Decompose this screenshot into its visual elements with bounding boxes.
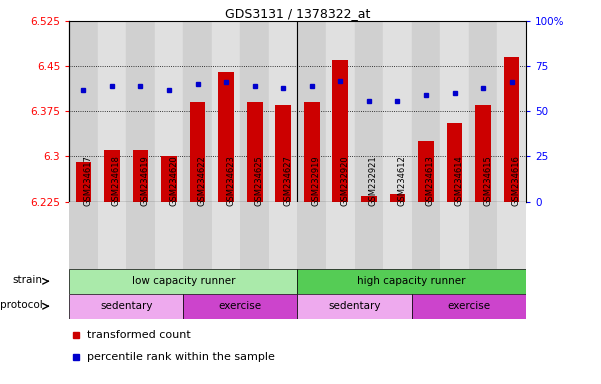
Text: GSM232919: GSM232919: [312, 156, 321, 206]
Bar: [297, 294, 412, 319]
Bar: [355, 202, 383, 269]
Bar: [469, 202, 498, 269]
Text: sedentary: sedentary: [100, 301, 153, 311]
Bar: [155, 21, 183, 202]
Text: GSM234617: GSM234617: [84, 156, 93, 206]
Bar: [361, 195, 377, 202]
Text: GSM234625: GSM234625: [255, 156, 264, 206]
Bar: [126, 21, 155, 202]
Bar: [297, 269, 526, 294]
Bar: [412, 294, 526, 319]
Bar: [469, 21, 498, 202]
Bar: [212, 202, 240, 269]
Bar: [297, 202, 326, 269]
Text: GSM234612: GSM234612: [397, 156, 406, 206]
Text: low capacity runner: low capacity runner: [132, 276, 235, 286]
Bar: [69, 269, 297, 294]
Bar: [383, 21, 412, 202]
Bar: [126, 202, 155, 269]
Text: percentile rank within the sample: percentile rank within the sample: [87, 352, 275, 362]
Text: GSM234615: GSM234615: [483, 156, 492, 206]
Bar: [69, 202, 97, 269]
Bar: [412, 21, 440, 202]
Text: high capacity runner: high capacity runner: [358, 276, 466, 286]
Bar: [183, 21, 212, 202]
Bar: [475, 105, 491, 202]
Bar: [304, 103, 320, 202]
Bar: [269, 202, 297, 269]
Bar: [383, 202, 412, 269]
Text: GSM234619: GSM234619: [141, 156, 150, 206]
Bar: [190, 103, 206, 202]
Text: transformed count: transformed count: [87, 331, 191, 341]
Bar: [69, 294, 183, 319]
Text: GSM234620: GSM234620: [169, 156, 178, 206]
Bar: [212, 21, 240, 202]
Bar: [326, 21, 355, 202]
Bar: [275, 105, 291, 202]
Text: protocol: protocol: [0, 300, 43, 310]
Bar: [332, 60, 348, 202]
Text: GSM234616: GSM234616: [511, 156, 520, 206]
Text: GSM234623: GSM234623: [226, 156, 235, 206]
Text: exercise: exercise: [219, 301, 262, 311]
Text: GSM234622: GSM234622: [198, 156, 207, 206]
Bar: [440, 21, 469, 202]
Bar: [98, 21, 126, 202]
Bar: [133, 151, 148, 202]
Bar: [240, 202, 269, 269]
Bar: [504, 57, 519, 202]
Text: strain: strain: [13, 275, 43, 285]
Bar: [412, 202, 440, 269]
Bar: [76, 162, 91, 202]
Bar: [418, 141, 434, 202]
Text: GSM232920: GSM232920: [340, 156, 349, 206]
Bar: [498, 21, 526, 202]
Bar: [447, 123, 462, 202]
Text: GSM234614: GSM234614: [454, 156, 463, 206]
Bar: [326, 202, 355, 269]
Bar: [389, 194, 405, 202]
Bar: [269, 21, 297, 202]
Bar: [218, 72, 234, 202]
Text: sedentary: sedentary: [328, 301, 381, 311]
Text: GSM234627: GSM234627: [283, 156, 292, 206]
Text: exercise: exercise: [447, 301, 490, 311]
Bar: [247, 103, 263, 202]
Bar: [183, 202, 212, 269]
Bar: [104, 151, 120, 202]
Bar: [240, 21, 269, 202]
Bar: [155, 202, 183, 269]
Bar: [161, 156, 177, 202]
Text: GSM234613: GSM234613: [426, 156, 435, 206]
Bar: [297, 21, 326, 202]
Bar: [98, 202, 126, 269]
Title: GDS3131 / 1378322_at: GDS3131 / 1378322_at: [225, 7, 370, 20]
Bar: [69, 21, 97, 202]
Text: GSM232921: GSM232921: [369, 156, 378, 206]
Bar: [498, 202, 526, 269]
Text: GSM234618: GSM234618: [112, 156, 121, 206]
Bar: [183, 294, 297, 319]
Bar: [355, 21, 383, 202]
Bar: [440, 202, 469, 269]
